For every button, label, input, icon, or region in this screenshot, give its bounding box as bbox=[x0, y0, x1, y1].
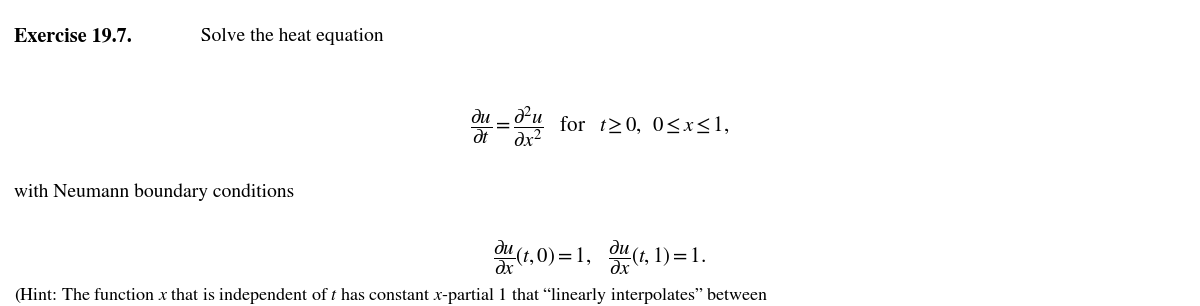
Text: Solve the heat equation: Solve the heat equation bbox=[186, 28, 384, 45]
Text: Exercise 19.7.: Exercise 19.7. bbox=[14, 28, 132, 46]
Text: with Neumann boundary conditions: with Neumann boundary conditions bbox=[14, 184, 294, 201]
Text: $\dfrac{\partial u}{\partial t} = \dfrac{\partial^2 u}{\partial x^2}$$\quad \tex: $\dfrac{\partial u}{\partial t} = \dfrac… bbox=[470, 104, 730, 149]
Text: (Hint: The function $x$ that is independent of $t$ has constant $x$-partial 1 th: (Hint: The function $x$ that is independ… bbox=[14, 285, 769, 306]
Text: $\dfrac{\partial u}{\partial x}(t,0) = 1, \quad \dfrac{\partial u}{\partial x}(t: $\dfrac{\partial u}{\partial x}(t,0) = 1… bbox=[493, 239, 707, 277]
